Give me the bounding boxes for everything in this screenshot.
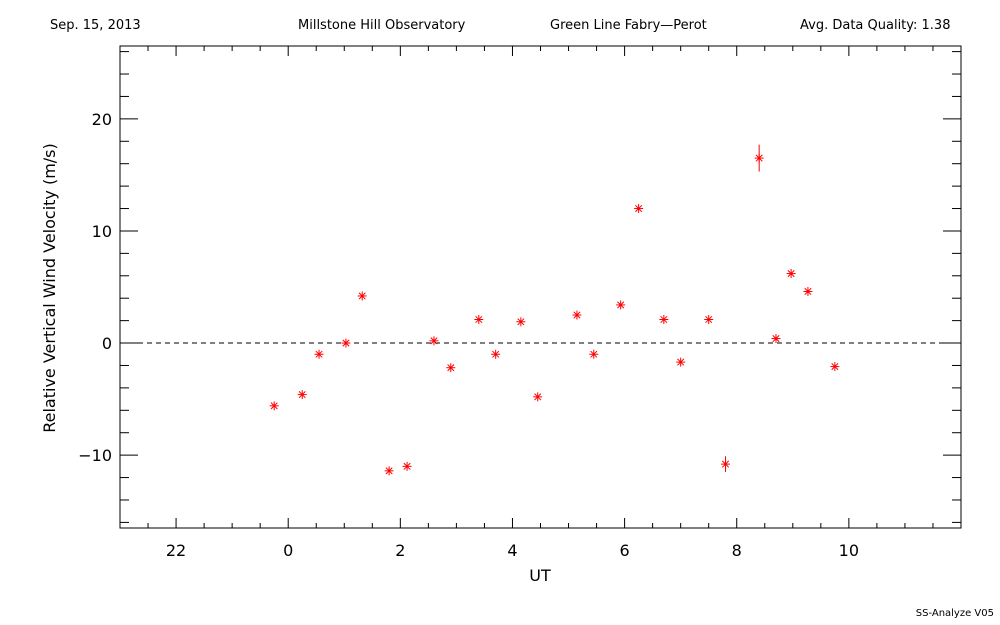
marker-stroke [721,460,730,468]
marker-stroke [705,315,713,324]
marker-stroke [755,154,763,162]
x-tick-label: 8 [732,541,742,560]
data-point [474,315,484,325]
x-tick-labels: 22 0 2 4 6 8 10 [166,541,859,560]
data-point [341,338,351,348]
marker-stroke [385,467,393,475]
y-tick-label: 20 [92,110,112,129]
data-point [533,392,543,402]
marker-stroke [447,364,455,372]
data-point [297,390,307,400]
instrument-label: Green Line Fabry—Perot [550,18,707,33]
x-tick-label: 0 [283,541,293,560]
y-tick-labels: 20 10 0 −10 [78,110,112,465]
marker-stroke [403,462,411,470]
axis-ticks [119,46,962,528]
marker-stroke [831,363,839,371]
marker-stroke [573,311,581,319]
data-point [634,204,644,214]
data-point [269,401,279,411]
software-version-label: SS-Analyze V05 [915,608,994,619]
data-point [357,291,367,301]
data-point [803,286,813,296]
y-axis-label: Relative Vertical Wind Velocity (m/s) [40,143,59,433]
data-point [616,300,626,310]
marker-stroke [430,337,438,345]
data-point [754,144,764,172]
x-tick-label: 22 [166,541,186,560]
marker-stroke [617,301,625,309]
data-point [314,349,324,359]
data-point [589,349,599,359]
marker-stroke [270,402,278,410]
data-point [676,357,686,367]
data-quality-label: Avg. Data Quality: 1.38 [800,18,951,33]
marker-stroke [315,350,323,358]
data-point [402,461,412,471]
plot-frame [119,45,962,529]
data-point [659,315,669,325]
marker-stroke [660,315,668,324]
marker-stroke [358,292,366,300]
x-axis-label: UT [529,566,551,585]
data-point [384,466,394,476]
marker-stroke [298,391,306,399]
marker-stroke [590,350,598,358]
marker-stroke [772,335,780,343]
marker-stroke [677,358,685,366]
data-point [516,317,526,327]
marker-stroke [492,350,500,358]
data-point [830,362,840,372]
marker-stroke [787,269,795,278]
data-point [786,269,796,279]
date-label: Sep. 15, 2013 [50,18,141,33]
data-point [771,334,781,344]
y-tick-label: 10 [92,222,112,241]
y-tick-label: 0 [102,334,112,353]
data-point [429,336,439,346]
marker-stroke [635,204,643,213]
marker-stroke [534,393,542,401]
marker-stroke [475,315,483,324]
y-tick-label: −10 [78,446,112,465]
x-tick-label: 10 [839,541,859,560]
data-points [269,144,840,476]
data-point [572,310,582,320]
marker-stroke [517,318,525,326]
data-point [491,349,501,359]
observatory-label: Millstone Hill Observatory [298,18,466,33]
data-point [446,363,456,373]
marker-stroke [804,287,812,296]
data-point [721,456,731,472]
x-tick-label: 2 [395,541,405,560]
x-tick-label: 6 [620,541,630,560]
marker-stroke [342,339,350,347]
x-tick-label: 4 [507,541,517,560]
data-point [704,315,714,325]
